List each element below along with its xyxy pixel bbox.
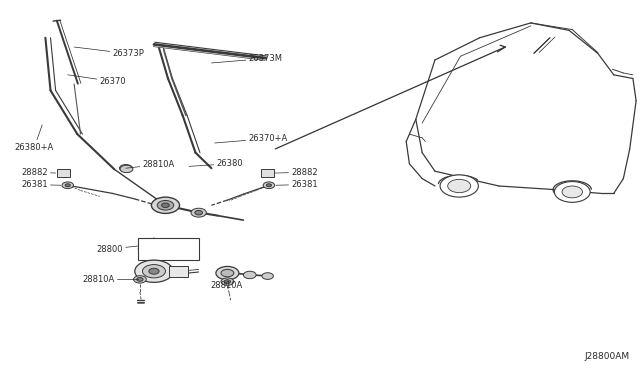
- Circle shape: [266, 184, 271, 187]
- Circle shape: [263, 182, 275, 189]
- Circle shape: [216, 266, 239, 280]
- Circle shape: [162, 203, 170, 208]
- Circle shape: [440, 175, 478, 197]
- Circle shape: [448, 179, 470, 193]
- Circle shape: [262, 273, 273, 279]
- Circle shape: [221, 269, 234, 277]
- Text: J28800AM: J28800AM: [584, 352, 630, 361]
- Circle shape: [224, 280, 230, 283]
- Text: 26381: 26381: [276, 180, 318, 189]
- Text: 26373M: 26373M: [211, 54, 282, 63]
- Circle shape: [143, 264, 166, 278]
- Circle shape: [152, 197, 179, 214]
- Text: 26370: 26370: [68, 75, 126, 86]
- Text: 28810A: 28810A: [83, 275, 139, 284]
- Text: 28800: 28800: [97, 244, 138, 253]
- Circle shape: [554, 182, 590, 202]
- Circle shape: [123, 166, 129, 170]
- Bar: [169, 266, 188, 277]
- Circle shape: [134, 276, 147, 283]
- Text: 26381: 26381: [21, 180, 61, 189]
- Bar: [57, 169, 70, 177]
- Bar: [261, 169, 274, 177]
- Circle shape: [62, 182, 74, 189]
- Circle shape: [120, 165, 133, 173]
- Text: 26380+A: 26380+A: [15, 125, 54, 151]
- Text: 26380: 26380: [189, 159, 243, 168]
- Text: 28810A: 28810A: [210, 281, 243, 290]
- Text: 28882: 28882: [275, 168, 318, 177]
- Text: 28882: 28882: [21, 168, 56, 177]
- Circle shape: [562, 186, 582, 198]
- Circle shape: [149, 268, 159, 274]
- Text: 28810A: 28810A: [126, 160, 175, 169]
- Circle shape: [195, 211, 202, 215]
- Text: 26373P: 26373P: [74, 47, 145, 58]
- Text: 26370+A: 26370+A: [214, 134, 288, 143]
- Bar: [138, 238, 198, 260]
- Circle shape: [135, 260, 173, 282]
- Circle shape: [65, 184, 70, 187]
- Circle shape: [157, 201, 173, 210]
- Circle shape: [243, 271, 256, 279]
- Circle shape: [221, 278, 234, 285]
- Circle shape: [191, 208, 206, 217]
- Circle shape: [137, 278, 143, 281]
- Circle shape: [120, 164, 132, 172]
